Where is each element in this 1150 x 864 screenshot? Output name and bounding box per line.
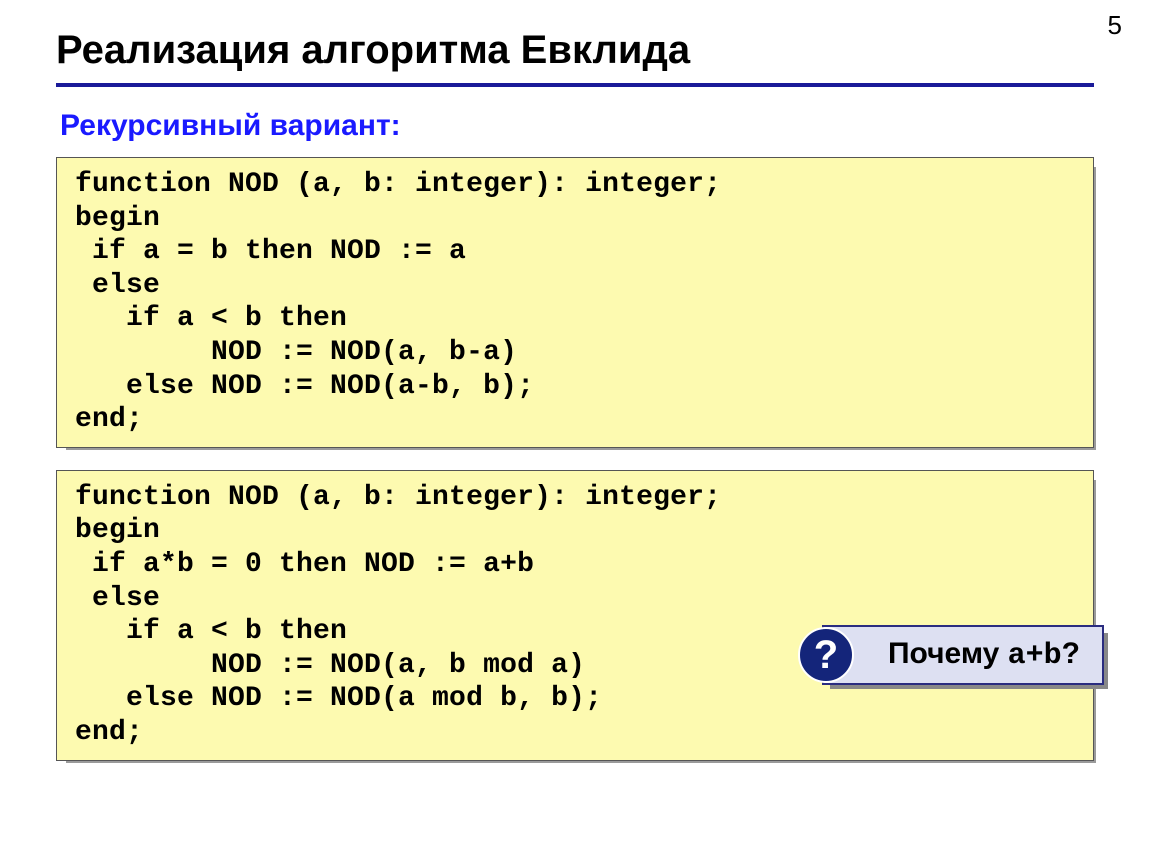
slide-subtitle: Рекурсивный вариант: [60,109,1094,143]
question-badge-glyph: ? [814,635,838,675]
callout-box: ? Почему a+b? [822,625,1104,685]
callout-text-prefix: Почему [888,637,1008,670]
question-badge-icon: ? [798,627,854,683]
code-block-1: function NOD (a, b: integer): integer; b… [56,157,1094,448]
callout-text-mono: a+b [1008,639,1062,673]
slide-title: Реализация алгоритма Евклида [56,28,1094,87]
callout-text-suffix: ? [1062,637,1080,670]
slide: 5 Реализация алгоритма Евклида Рекурсивн… [0,0,1150,864]
code-block-2-wrap: function NOD (a, b: integer): integer; b… [56,470,1094,761]
page-number: 5 [1108,10,1122,41]
code-block-1-wrap: function NOD (a, b: integer): integer; b… [56,157,1094,448]
callout-wrap: ? Почему a+b? [822,625,1104,685]
code-block-2: function NOD (a, b: integer): integer; b… [56,470,1094,761]
